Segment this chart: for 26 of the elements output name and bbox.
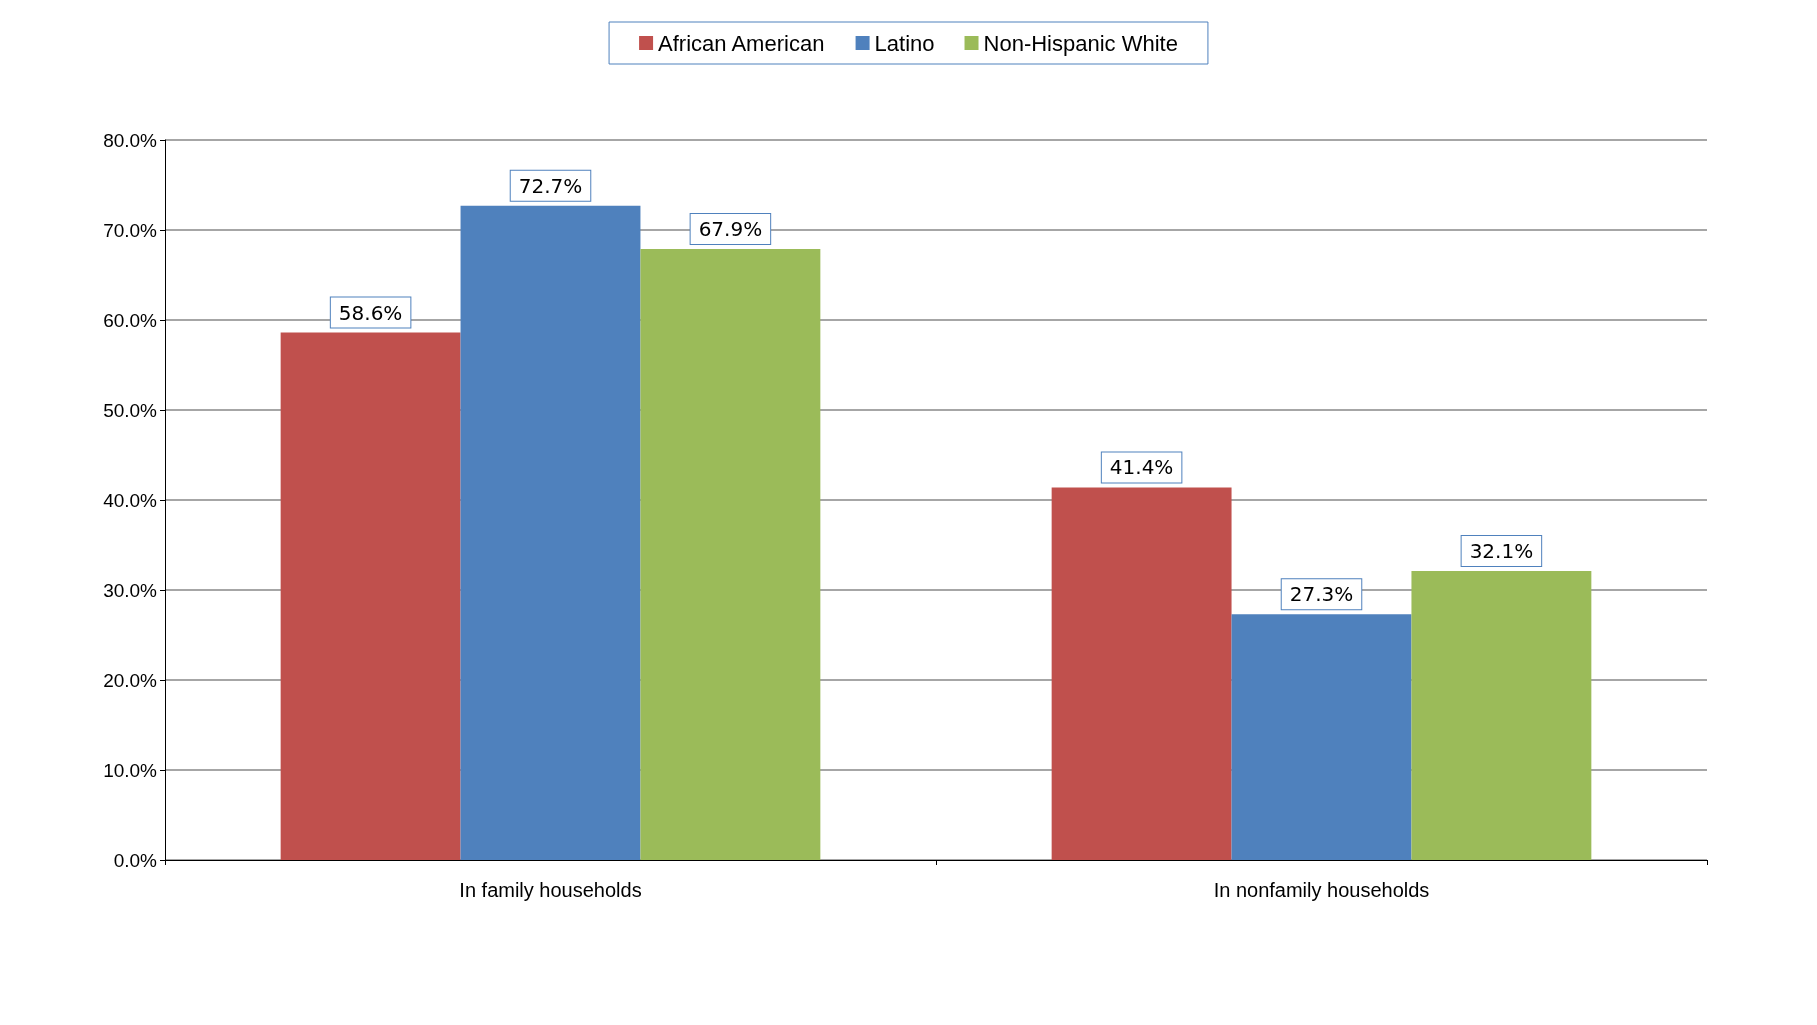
y-tick-label: 40.0% (103, 489, 158, 511)
y-tick-label: 60.0% (103, 309, 158, 331)
bar (460, 205, 641, 860)
data-label: 41.4% (1109, 455, 1174, 480)
y-tick-label: 70.0% (103, 219, 158, 241)
data-label: 27.3% (1289, 582, 1354, 607)
y-tick-label: 20.0% (103, 669, 158, 691)
legend-label: Non-Hispanic White (983, 30, 1178, 56)
bar (1051, 487, 1232, 860)
data-label: 67.9% (698, 216, 763, 241)
x-tick-label: In nonfamily households (1213, 879, 1430, 901)
x-tick-label: In family households (459, 879, 642, 901)
y-tick-label: 10.0% (103, 759, 158, 781)
data-label: 72.7% (518, 173, 583, 198)
bar (1231, 614, 1412, 860)
y-tick-label: 0.0% (113, 849, 158, 871)
y-tick-label: 50.0% (103, 399, 158, 421)
y-tick-label: 30.0% (103, 579, 158, 601)
legend-label: Latino (874, 30, 935, 56)
data-label: 32.1% (1469, 539, 1534, 564)
data-label: 58.6% (338, 300, 403, 325)
bar (280, 332, 461, 860)
bar (640, 248, 821, 860)
legend-label: African American (658, 30, 825, 56)
bar (1411, 571, 1592, 860)
y-tick-label: 80.0% (103, 129, 158, 151)
